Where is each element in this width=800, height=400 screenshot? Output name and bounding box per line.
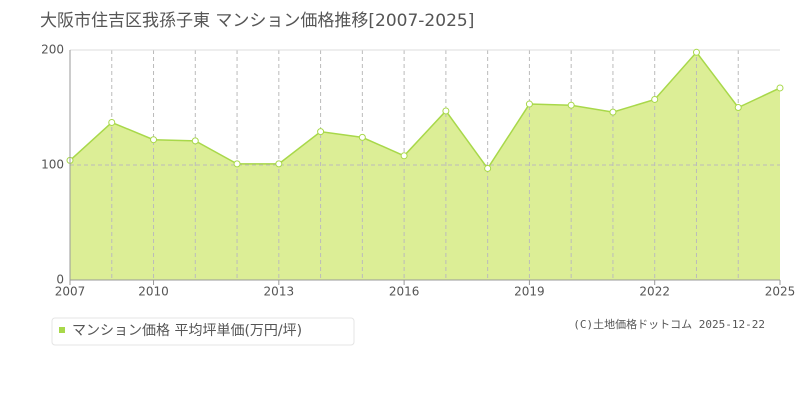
point: [651, 95, 659, 103]
legend-swatch: [59, 327, 65, 333]
point: [358, 133, 366, 141]
x-tick-label: 2022: [639, 285, 670, 299]
point: [233, 160, 241, 168]
point: [734, 104, 742, 111]
point: [567, 101, 575, 109]
y-tick-label: 100: [41, 158, 64, 172]
x-tick-label: 2007: [55, 285, 86, 299]
area: [70, 52, 780, 280]
x-tick-label: 2013: [264, 285, 295, 299]
y-tick-label: 0: [56, 273, 64, 287]
x-tick-label: 2019: [514, 285, 545, 299]
line: [69, 51, 781, 170]
legend-label: マンション価格 平均坪単価(万円/坪): [72, 323, 302, 339]
point: [692, 48, 700, 56]
source: (C)土地価格ドットコム 2025-12-22: [573, 317, 765, 331]
point: [108, 118, 116, 126]
point: [150, 136, 158, 144]
legend-box: [51, 317, 355, 346]
x-tick-label: 2016: [389, 285, 420, 299]
point: [484, 164, 492, 172]
point: [275, 160, 283, 168]
point: [776, 84, 784, 92]
chart-title: 大阪市住吉区我孫子東 マンション価格推移[2007-2025]: [40, 11, 474, 31]
point: [525, 100, 533, 108]
x-tick-label: 2025: [765, 285, 796, 299]
point: [191, 137, 199, 145]
point: [400, 152, 408, 160]
point: [317, 128, 325, 136]
y-tick-label: 200: [41, 43, 64, 57]
point: [442, 107, 450, 115]
point: [609, 108, 617, 116]
x-tick-label: 2010: [138, 285, 169, 299]
